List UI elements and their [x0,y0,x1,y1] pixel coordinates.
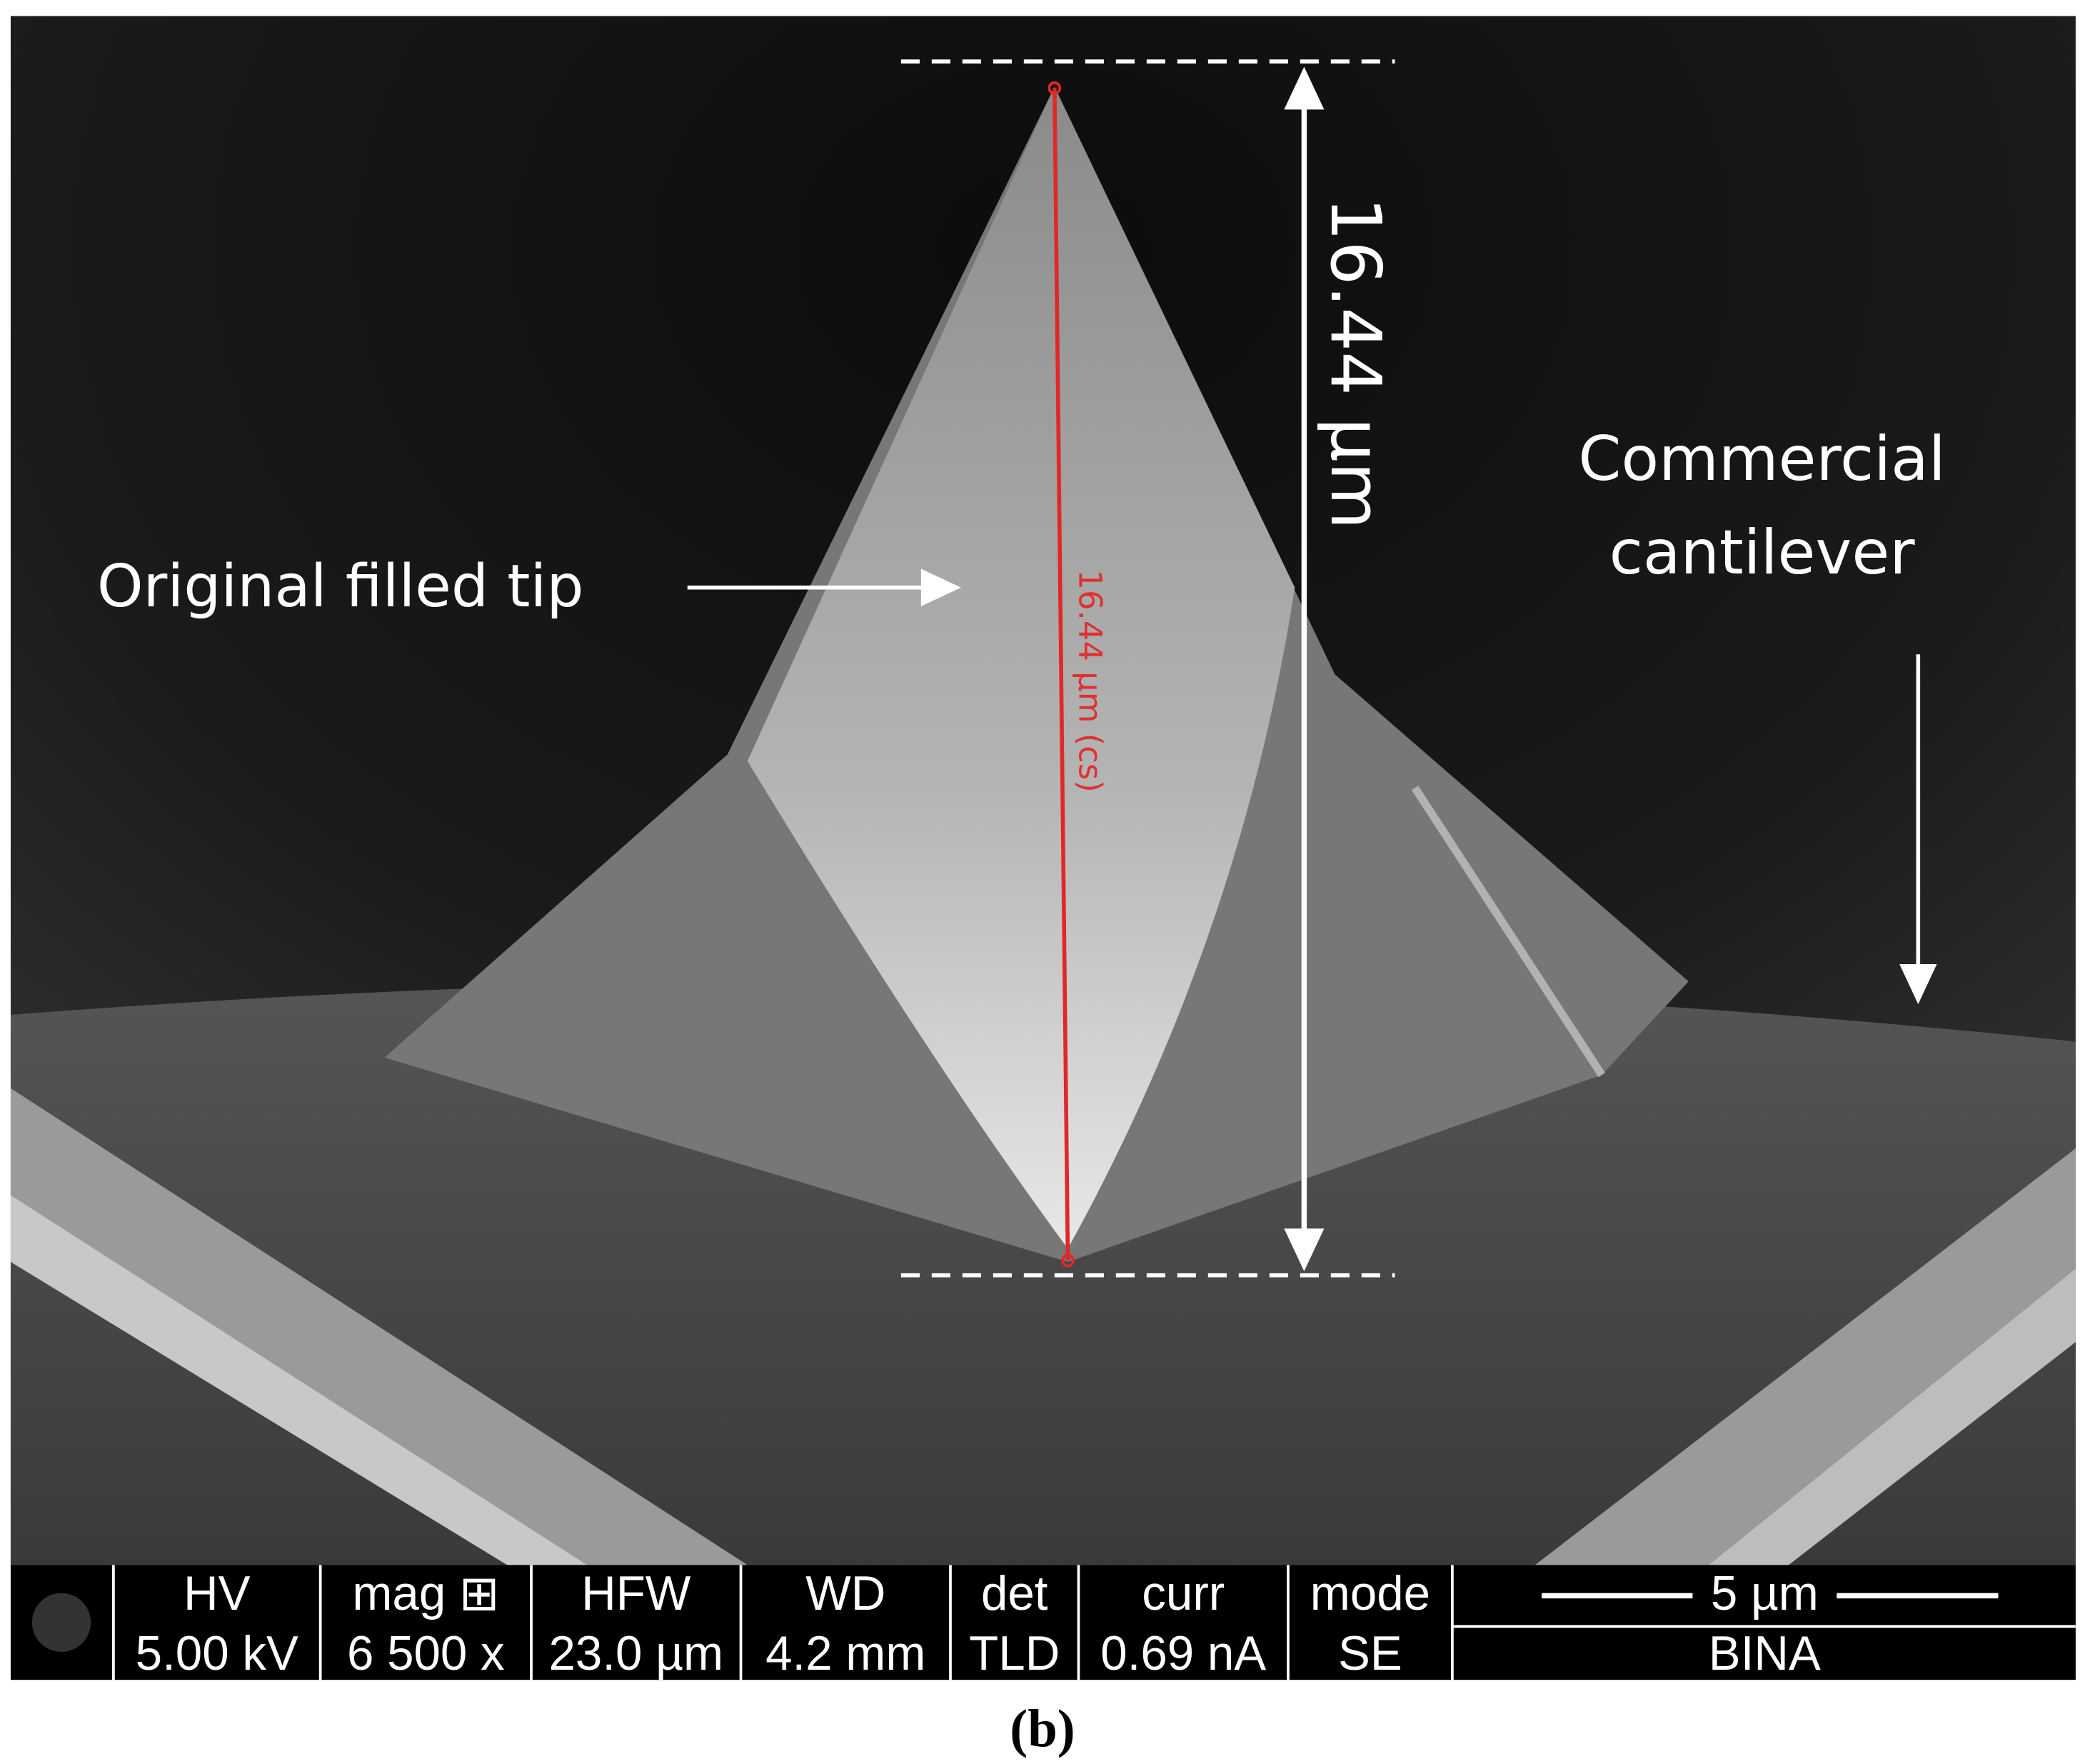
info-header: mag ⊞ [352,1567,499,1620]
operator: BINA [1709,1627,1821,1680]
info-header: HV [184,1567,251,1620]
info-header: WD [805,1567,885,1620]
info-value: 0.69 nA [1100,1627,1266,1680]
logo [31,1593,91,1652]
info-value: 23.0 µm [549,1627,723,1680]
arrowhead [1899,963,1937,1005]
measure-point [1047,81,1062,95]
scale-label-bg [1692,1573,1837,1621]
measure-line [1052,88,1070,1261]
tip-label: Original filled tip [97,553,584,621]
caption: (b) [1010,1700,1075,1759]
height-label: 16.44 µm [1315,197,1396,530]
info-value: 5.00 kV [136,1627,298,1680]
info-value: 4.2 mm [765,1627,925,1680]
sem-image [10,16,2076,1565]
cantilever-label: cantilever [1609,517,1916,588]
info-value: 6 500 x [347,1627,505,1680]
annotations: 16.44 µm 16.44 µm (cs) Original filled t… [97,59,1946,1278]
cantilever-label: Commercial [1578,424,1945,495]
info-value: TLD [969,1627,1060,1680]
info-header: det [981,1567,1048,1620]
info-bar: HV 5.00 kV mag ⊞ 6 500 x HFW 23.0 µm WD 4.2 mm d… [10,1565,2076,1680]
info-header: mode [1310,1567,1430,1620]
measurement-label: 16.44 µm (cs) [1072,569,1110,792]
info-value: SE [1338,1627,1402,1680]
measure-point [1061,1253,1075,1268]
info-header: HFW [581,1567,691,1620]
arrowhead [920,568,961,606]
scale-label: 5 µm [1711,1567,1819,1620]
info-header: curr [1142,1567,1225,1620]
